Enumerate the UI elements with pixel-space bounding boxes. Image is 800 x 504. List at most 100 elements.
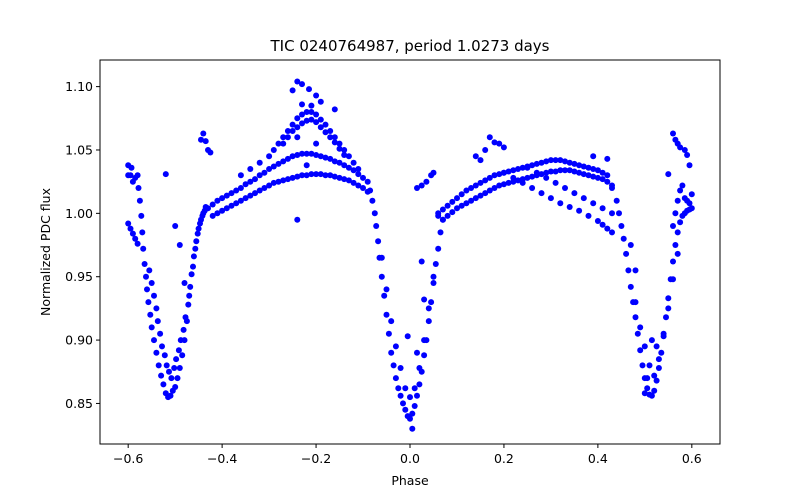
data-point: [672, 242, 679, 248]
data-point: [686, 200, 693, 207]
data-point: [646, 362, 653, 369]
y-tick-label: 1.10: [65, 79, 93, 94]
data-point: [449, 209, 456, 216]
data-point: [294, 124, 301, 131]
data-point: [223, 205, 230, 212]
data-point: [155, 362, 162, 369]
data-point: [390, 362, 397, 369]
data-point: [500, 181, 507, 188]
data-point: [670, 223, 676, 229]
data-point: [153, 305, 160, 312]
data-point: [423, 178, 430, 185]
data-point: [402, 406, 409, 413]
x-axis-ticks: −0.6 −0.4 −0.2 0.0 0.2 0.4 0.6: [113, 444, 702, 466]
data-point: [677, 219, 684, 226]
data-point: [166, 368, 172, 375]
data-point: [233, 200, 240, 207]
data-point: [303, 172, 310, 179]
data-point: [223, 192, 230, 199]
data-point: [299, 120, 305, 127]
data-point: [350, 159, 357, 166]
data-point: [364, 178, 371, 185]
data-point: [138, 212, 145, 219]
data-point: [129, 230, 136, 237]
data-point: [322, 129, 329, 136]
data-point: [336, 174, 343, 181]
data-point: [373, 223, 380, 229]
data-point: [576, 207, 583, 214]
data-point: [317, 171, 324, 178]
data-point: [454, 195, 460, 202]
data-point: [655, 365, 662, 371]
data-point: [655, 356, 662, 363]
data-point: [468, 185, 475, 191]
data-point: [303, 150, 310, 157]
data-point: [472, 153, 479, 160]
data-point: [547, 168, 554, 175]
data-point: [392, 343, 399, 350]
data-point: [214, 210, 221, 217]
data-point: [566, 204, 573, 210]
y-axis-ticks: 0.85 0.90 0.95 1.00 1.05 1.10: [65, 79, 100, 411]
data-point: [214, 197, 221, 204]
data-point: [261, 185, 268, 191]
data-point: [228, 190, 235, 197]
data-point: [247, 178, 254, 185]
data-point: [472, 195, 479, 202]
data-point: [679, 182, 686, 189]
data-point: [421, 337, 428, 344]
data-point: [299, 172, 305, 179]
data-point: [303, 109, 310, 115]
data-point: [143, 273, 149, 280]
data-point: [552, 157, 559, 164]
data-point: [670, 130, 676, 137]
data-point: [566, 167, 573, 174]
data-point: [580, 195, 587, 202]
data-point: [562, 158, 568, 165]
data-point: [163, 362, 170, 369]
data-point: [411, 385, 418, 392]
data-point: [623, 250, 630, 257]
data-point: [275, 140, 282, 147]
data-point: [270, 163, 277, 170]
data-point: [127, 172, 134, 179]
data-point: [641, 343, 648, 350]
data-point: [557, 157, 564, 164]
data-point: [350, 167, 357, 174]
data-point: [148, 280, 155, 286]
data-point: [303, 117, 310, 124]
data-point: [616, 210, 622, 217]
data-point: [486, 174, 493, 181]
data-point: [557, 167, 564, 174]
data-point: [140, 245, 147, 252]
data-point: [435, 245, 442, 252]
chart-title: TIC 0240764987, period 1.0273 days: [269, 37, 549, 55]
data-point: [327, 134, 334, 141]
data-point: [397, 365, 404, 371]
data-point: [154, 318, 161, 325]
data-point: [198, 136, 204, 143]
data-point: [491, 185, 498, 191]
data-point: [341, 152, 348, 158]
data-point: [331, 106, 338, 113]
data-point: [648, 337, 655, 344]
data-point: [421, 352, 428, 359]
data-point: [543, 158, 550, 165]
data-point: [136, 197, 143, 204]
data-point: [219, 207, 226, 214]
data-point: [590, 200, 597, 207]
data-point: [505, 168, 512, 175]
data-point: [132, 235, 139, 242]
data-point: [538, 190, 545, 197]
data-point: [590, 166, 597, 172]
data-point: [468, 197, 475, 204]
data-point: [308, 171, 315, 178]
data-point: [609, 185, 615, 191]
data-point: [538, 171, 545, 178]
data-point: [590, 173, 597, 180]
data-point: [162, 171, 169, 178]
data-point: [604, 155, 611, 162]
data-point: [658, 349, 665, 356]
data-point: [639, 362, 646, 369]
